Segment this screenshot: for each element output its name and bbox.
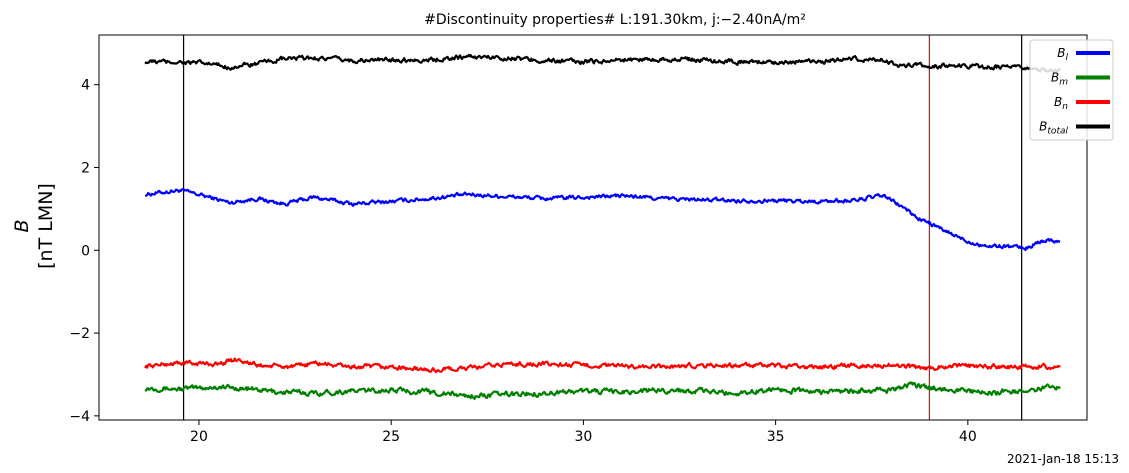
series-line-b-l	[144, 188, 1061, 252]
y-axis-label-symbol: B	[11, 219, 33, 232]
y-tick-label: −4	[69, 409, 90, 425]
legend-label: Bn	[1054, 95, 1068, 112]
legend-box	[1029, 39, 1114, 141]
series-line-b-n	[144, 357, 1061, 374]
legend: Bl Bm Bn Btotal	[1029, 39, 1114, 141]
chart-title: #Discontinuity properties# L:191.30km, j…	[424, 12, 806, 28]
y-tick-label: 2	[81, 160, 90, 176]
x-axis-ticks: 20 25 30 35 40	[190, 420, 977, 445]
legend-label: Bm	[1051, 71, 1068, 88]
y-tick-label: 0	[81, 243, 90, 259]
x-tick-label: 25	[382, 429, 400, 445]
x-tick-label: 30	[574, 429, 592, 445]
y-axis-label-units: [nT LMN]	[35, 183, 57, 269]
plot-area	[144, 35, 1061, 420]
legend-label: Btotal	[1039, 120, 1068, 137]
x-tick-label: 35	[767, 429, 785, 445]
y-tick-label: 4	[81, 78, 90, 94]
x-tick-label: 20	[190, 429, 208, 445]
timestamp-footer: 2021-Jan-18 15:13	[1007, 452, 1119, 466]
y-tick-label: −2	[69, 326, 90, 342]
x-tick-label: 40	[959, 429, 977, 445]
series-line-b-total	[144, 53, 1061, 73]
axes-frame	[98, 34, 1088, 421]
series-line-b-m	[144, 381, 1061, 400]
legend-label: Bl	[1057, 46, 1068, 63]
y-axis-ticks: 4 2 0 −2 −4	[69, 78, 99, 425]
y-axis-label: B [nT LMN]	[11, 183, 57, 269]
